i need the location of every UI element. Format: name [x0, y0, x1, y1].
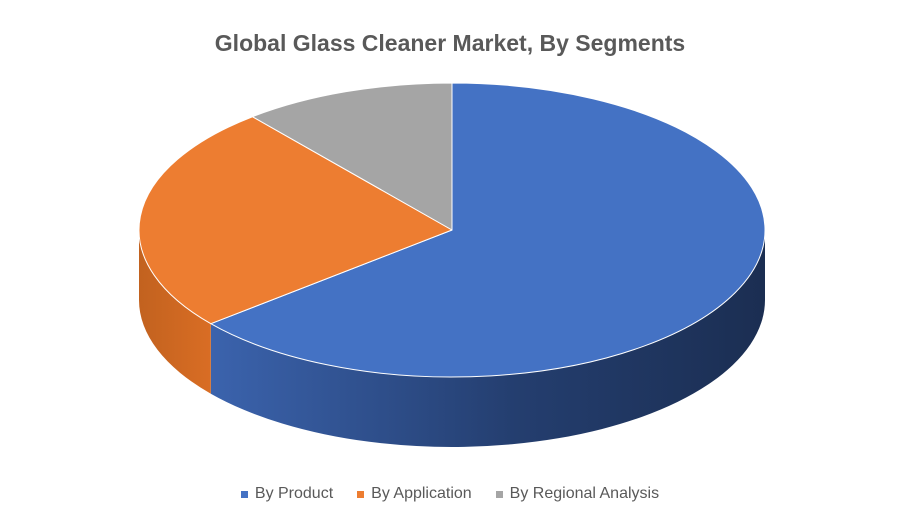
- legend-item-regional-analysis: By Regional Analysis: [495, 485, 660, 503]
- legend-label-regional-analysis: By Regional Analysis: [509, 485, 660, 502]
- pie-slice-regional-analysis: [251, 82, 453, 231]
- pie-side-product: [210, 230, 766, 448]
- pie-slice-product: [210, 82, 766, 378]
- chart-title: Global Glass Cleaner Market, By Segments: [214, 30, 686, 56]
- legend: By Product By Application By Regional An…: [0, 485, 900, 503]
- legend-swatch-regional-analysis: [495, 490, 503, 498]
- legend-item-product: By Product: [240, 485, 334, 503]
- pie-slice-application: [138, 116, 453, 325]
- legend-swatch-application: [357, 490, 365, 498]
- legend-item-application: By Application: [357, 485, 472, 503]
- legend-swatch-product: [240, 490, 248, 498]
- pie-side-application: [139, 230, 211, 394]
- legend-label-application: By Application: [371, 485, 472, 502]
- legend-label-product: By Product: [254, 485, 334, 502]
